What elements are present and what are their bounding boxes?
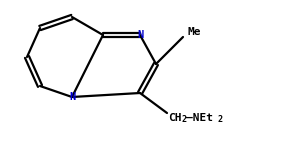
Text: Me: Me <box>187 27 201 37</box>
Text: —NEt: —NEt <box>186 113 213 123</box>
Text: 2: 2 <box>218 116 223 125</box>
Text: N: N <box>137 30 143 40</box>
Text: CH: CH <box>168 113 181 123</box>
Text: N: N <box>69 92 75 102</box>
Text: 2: 2 <box>181 116 186 125</box>
